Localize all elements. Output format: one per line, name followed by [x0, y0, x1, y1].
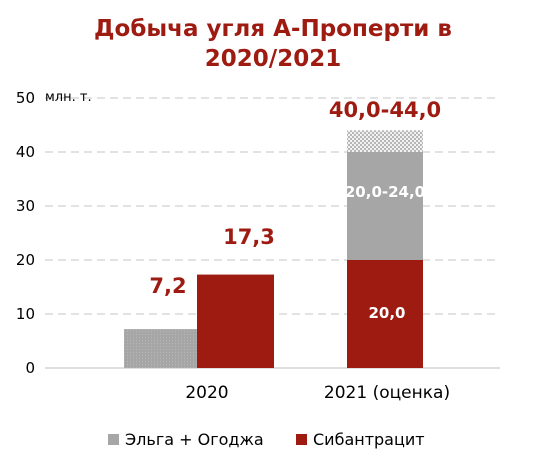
legend-label-sibantracit: Сибантрацит: [313, 430, 425, 449]
y-tick-label: 0: [25, 359, 35, 377]
unit-label: млн. т.: [45, 90, 92, 105]
legend-swatch-elga: [108, 434, 119, 445]
bar-elga-2021: [347, 152, 423, 260]
data-labels: 7,2 17,3 40,0-44,0 20,0-24,0 20,0 2020 2021 (о…: [149, 98, 450, 403]
bar-elga-2020: [124, 329, 197, 368]
bar-sibantracit-2020: [197, 274, 274, 368]
bars: [124, 130, 423, 368]
legend-swatch-sibantracit: [296, 434, 307, 445]
chart-title-line-1: Добыча угля А-Проперти в: [94, 16, 452, 42]
label-total-2021: 40,0-44,0: [329, 98, 441, 122]
label-elga-2020: 7,2: [149, 274, 186, 298]
y-tick-label: 50: [16, 89, 35, 107]
bar-sibantracit-2021: [347, 260, 423, 368]
y-tick-label: 40: [16, 143, 35, 161]
legend: Эльга + Огоджа Сибантрацит: [108, 430, 425, 449]
label-sibantracit-2020: 17,3: [223, 225, 275, 249]
chart-title: Добыча угля А-Проперти в 2020/2021: [0, 14, 546, 74]
bar-range-2021: [347, 130, 423, 152]
y-tick-label: 30: [16, 197, 35, 215]
legend-label-elga: Эльга + Огоджа: [125, 430, 264, 449]
y-tick-label: 10: [16, 305, 35, 323]
label-elga-2021: 20,0-24,0: [345, 183, 425, 201]
chart-title-line-2: 2020/2021: [204, 46, 342, 72]
x-tick-label: 2021 (оценка): [324, 383, 450, 403]
y-tick-label: 20: [16, 251, 35, 269]
x-tick-label: 2020: [185, 383, 228, 403]
y-axis: 0 10 20 30 40 50: [16, 89, 35, 377]
label-sibantracit-2021: 20,0: [368, 304, 405, 322]
